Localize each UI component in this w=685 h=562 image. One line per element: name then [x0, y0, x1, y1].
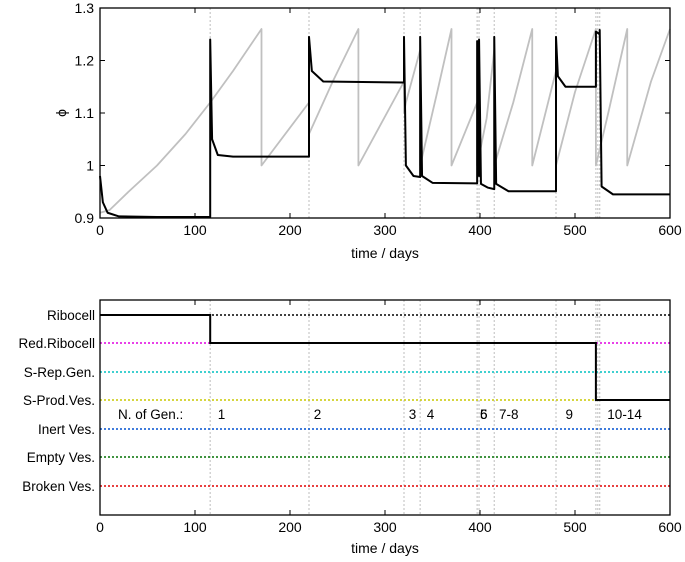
- generation-label-6: 7-8: [499, 407, 519, 422]
- state-category-label-1: Red.Ribocell: [18, 336, 95, 351]
- bottom-x-tick-label-6: 600: [658, 519, 682, 535]
- generation-label-4: 6: [480, 407, 488, 422]
- generation-label-2: 3: [409, 407, 417, 422]
- generation-numbers: 1 2 3 4 65 7-8 9 10-14: [218, 407, 643, 422]
- generation-label-3: 4: [427, 407, 435, 422]
- top-x-tick-label-2: 200: [278, 222, 302, 238]
- state-path-group: [100, 314, 670, 401]
- cycle-series-line: [99, 28, 671, 214]
- top-x-tick-label-4: 400: [468, 222, 492, 238]
- state-category-label-6: Broken Ves.: [22, 479, 95, 494]
- top-series-group: [99, 28, 671, 218]
- top-panel: 0 100 200 300 400 500 600 0.9 1 1.1 1.2 1.3 time /…: [0, 0, 685, 270]
- state-category-label-4: Inert Ves.: [38, 422, 95, 437]
- bottom-x-tick-label-1: 100: [183, 519, 207, 535]
- state-category-label-2: S-Rep.Gen.: [24, 365, 95, 380]
- state-level-lines: [100, 314, 670, 487]
- bottom-x-tick-label-4: 400: [468, 519, 492, 535]
- top-y-tick-label-2: 1.1: [75, 105, 95, 121]
- top-y-tick-label-1: 1: [86, 158, 94, 174]
- top-y-ticks: 0.9 1 1.1 1.2 1.3: [75, 0, 670, 226]
- generation-label-5: 5: [480, 407, 488, 422]
- top-y-tick-label-4: 1.3: [75, 0, 95, 16]
- top-x-axis-label: time / days: [351, 245, 419, 261]
- top-x-ticks: 0 100 200 300 400 500 600: [96, 8, 682, 238]
- bottom-x-tick-label-5: 500: [563, 519, 587, 535]
- top-y-tick-label-0: 0.9: [75, 210, 95, 226]
- top-x-tick-label-3: 300: [373, 222, 397, 238]
- top-panel-background: [0, 0, 685, 270]
- generations-label: N. of Gen.:: [118, 407, 183, 422]
- top-y-tick-label-3: 1.2: [75, 53, 95, 69]
- state-path-line: [100, 314, 670, 401]
- bottom-panel: Ribocell Red.Ribocell S-Rep.Gen. S-Prod.Ves…: [18, 299, 682, 556]
- state-category-label-5: Empty Ves.: [27, 450, 95, 465]
- top-y-axis-label: ϕ: [53, 109, 69, 117]
- generation-label-8: 10-14: [607, 407, 642, 422]
- state-category-labels: Ribocell Red.Ribocell S-Rep.Gen. S-Prod.Ves…: [18, 308, 95, 494]
- generation-label-background: [112, 405, 204, 423]
- top-x-tick-label-0: 0: [96, 222, 104, 238]
- state-category-label-3: S-Prod.Ves.: [23, 393, 95, 408]
- phi-series-line: [99, 29, 670, 218]
- bottom-x-ticks: 0 100 200 300 400 500 600: [96, 300, 682, 535]
- state-category-label-0: Ribocell: [47, 308, 95, 323]
- top-x-tick-label-6: 600: [658, 222, 682, 238]
- bottom-x-axis-label: time / days: [351, 540, 419, 556]
- generation-label-0: 1: [218, 407, 226, 422]
- bottom-x-tick-label-0: 0: [96, 519, 104, 535]
- bottom-x-tick-label-2: 200: [278, 519, 302, 535]
- bottom-event-lines: [209, 300, 601, 515]
- generation-label-7: 9: [566, 407, 574, 422]
- generation-label-1: 2: [314, 407, 322, 422]
- bottom-x-tick-label-3: 300: [373, 519, 397, 535]
- top-x-tick-label-1: 100: [183, 222, 207, 238]
- top-x-tick-label-5: 500: [563, 222, 587, 238]
